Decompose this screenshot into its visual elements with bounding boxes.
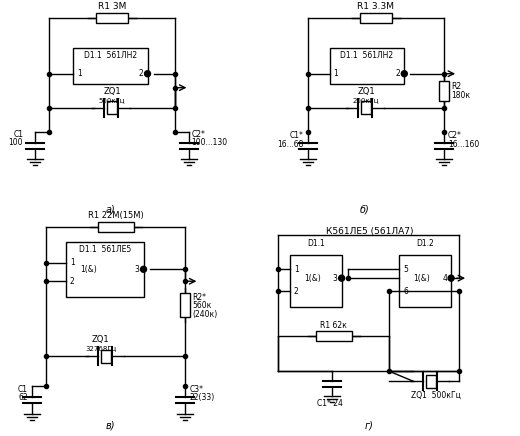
Text: 1(&): 1(&) [80, 265, 97, 274]
Circle shape [145, 71, 150, 77]
Text: ZQ1  500кГц: ZQ1 500кГц [411, 391, 461, 400]
Text: 16...68: 16...68 [277, 140, 304, 149]
Text: 1(&): 1(&) [304, 274, 320, 283]
Text: 1: 1 [77, 69, 82, 78]
Text: C2*: C2* [448, 131, 462, 140]
Text: 2: 2 [70, 277, 75, 286]
Circle shape [401, 71, 407, 77]
Text: C1: C1 [13, 130, 23, 139]
Text: C3*: C3* [189, 385, 203, 394]
Bar [101, 350, 111, 363]
Bar [361, 101, 371, 114]
Circle shape [339, 275, 345, 281]
Bar [439, 81, 449, 101]
Bar [180, 293, 190, 317]
Text: C1: C1 [18, 385, 28, 394]
Text: 100: 100 [9, 138, 23, 147]
Text: в): в) [106, 420, 115, 430]
Text: 1: 1 [334, 69, 339, 78]
Text: 5: 5 [404, 265, 408, 274]
Text: 3: 3 [135, 265, 139, 274]
Circle shape [140, 266, 147, 272]
Bar [360, 13, 392, 23]
Text: 180к: 180к [451, 91, 470, 100]
Text: 3: 3 [333, 274, 337, 283]
Text: 2: 2 [294, 286, 298, 296]
Circle shape [448, 275, 454, 281]
Text: 22(33): 22(33) [189, 393, 215, 402]
Text: ZQ1: ZQ1 [357, 87, 375, 95]
Text: C1* 24: C1* 24 [317, 399, 343, 408]
Text: 62: 62 [19, 393, 28, 402]
Bar [66, 242, 144, 296]
Text: D1.1  561ЛН2: D1.1 561ЛН2 [84, 51, 137, 60]
Bar [96, 13, 128, 23]
Text: К561ЛЕ5 (561ЛА7): К561ЛЕ5 (561ЛА7) [326, 227, 413, 236]
Text: 32768Гц: 32768Гц [85, 345, 116, 351]
Bar [330, 48, 405, 84]
Text: ZQ1: ZQ1 [103, 87, 121, 95]
Bar [98, 222, 134, 232]
Text: C2*: C2* [191, 130, 205, 139]
Text: г): г) [365, 420, 374, 430]
Bar [290, 255, 342, 307]
Text: R1 62к: R1 62к [320, 320, 347, 330]
Text: R2*: R2* [192, 293, 206, 302]
Text: ZQ1: ZQ1 [92, 335, 110, 344]
Text: R1 3.3М: R1 3.3М [357, 2, 395, 11]
Text: 2: 2 [139, 69, 144, 78]
Text: а): а) [106, 204, 115, 214]
Bar [426, 375, 436, 388]
Text: R1 3М: R1 3М [98, 2, 126, 11]
Text: (240к): (240к) [192, 310, 217, 319]
Text: 4: 4 [442, 274, 447, 283]
Text: D1.1  561ЛЕ5: D1.1 561ЛЕ5 [79, 245, 131, 254]
Text: 2: 2 [396, 69, 400, 78]
Text: R2: R2 [451, 82, 461, 91]
Text: 16...160: 16...160 [448, 140, 479, 149]
Text: 1: 1 [70, 258, 75, 267]
Text: 1(&): 1(&) [413, 274, 430, 283]
Text: 560к: 560к [192, 301, 212, 310]
Text: 100...130: 100...130 [191, 138, 227, 147]
Text: 6: 6 [404, 286, 408, 296]
Text: R1 22М(15М): R1 22М(15М) [88, 211, 144, 220]
Text: 500кГц: 500кГц [99, 97, 125, 102]
Text: D1.2: D1.2 [417, 239, 434, 248]
Bar [316, 331, 352, 341]
Text: D1.1: D1.1 [307, 239, 324, 248]
Text: C1*: C1* [290, 131, 304, 140]
Text: 1: 1 [294, 265, 298, 274]
Text: D1.1  561ЛН2: D1.1 561ЛН2 [341, 51, 394, 60]
Text: б): б) [360, 204, 369, 214]
Bar [107, 101, 117, 114]
Text: 200кГц: 200кГц [353, 97, 379, 102]
Bar [73, 48, 148, 84]
Bar [399, 255, 451, 307]
